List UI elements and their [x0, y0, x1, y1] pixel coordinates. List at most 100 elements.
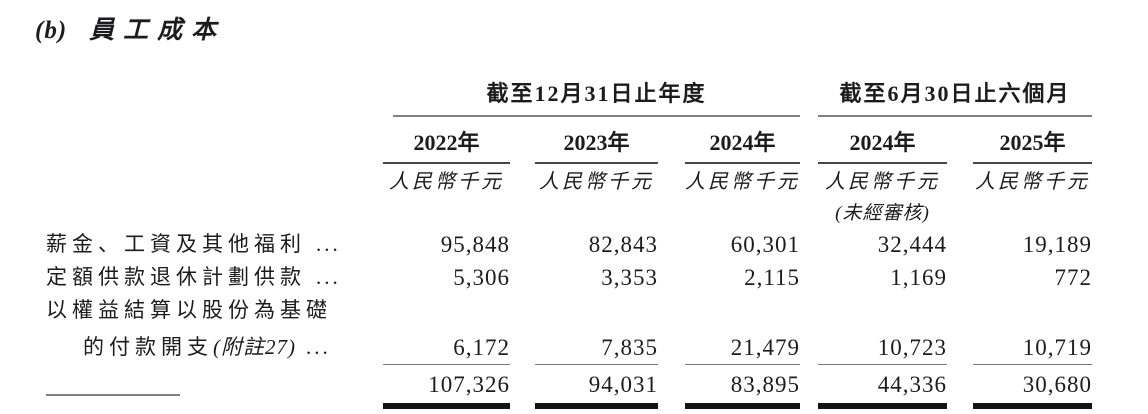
value-cell: 2,115 [658, 261, 800, 294]
value: 1,169 [890, 265, 947, 290]
value: 772 [1054, 265, 1093, 290]
value-cell: 32,444 [800, 228, 947, 261]
spacer-cell [947, 198, 1092, 228]
total-value: 30,680 [1022, 372, 1093, 397]
employee-cost-table: 截至12月31日止年度 截至6月30日止六個月 2022年 2023年 2024… [46, 76, 1093, 414]
value-cell: 6,172 [383, 327, 510, 364]
unit-row: 人民幣千元 人民幣千元 人民幣千元 人民幣千元 人民幣千元 [46, 164, 1092, 198]
footnote-separator-line [46, 394, 180, 396]
double-rule [685, 403, 800, 409]
value-cell: 1,169 [800, 261, 947, 294]
unaudited-note-cell: (未經審核) [800, 198, 947, 228]
table-row-share-based-line1: 以權益結算以股份為基礎 [46, 294, 1092, 327]
dot-leader: ... [316, 232, 341, 256]
row-label-cell: 以權益結算以股份為基礎 [46, 294, 383, 327]
value-cell: 21,479 [658, 327, 800, 364]
value: 21,479 [730, 335, 800, 360]
row-label-cell: 薪金、工資及其他福利... [46, 228, 383, 261]
row-label: 薪金、工資及其他福利 [46, 232, 306, 256]
unit-cell: 人民幣千元 [383, 164, 510, 198]
spacer-cell [658, 294, 800, 327]
value-cell: 5,306 [383, 261, 510, 294]
value: 7,835 [601, 335, 658, 360]
year-header: 2024年 [818, 117, 947, 164]
total-value: 107,326 [428, 372, 510, 397]
spacer-cell [510, 294, 658, 327]
value: 32,444 [877, 232, 947, 257]
row-label-cell: 的付款開支(附註27)... [46, 327, 383, 364]
dot-leader: ... [316, 265, 341, 289]
unit-cell: 人民幣千元 [658, 164, 800, 198]
total-block: 30,680 [973, 364, 1093, 409]
spacer-cell [383, 294, 510, 327]
total-block: 83,895 [685, 364, 800, 409]
value-cell: 82,843 [510, 228, 658, 261]
unaudited-note-row: (未經審核) [46, 198, 1092, 228]
double-rule [535, 403, 658, 409]
value: 2,115 [744, 265, 800, 290]
unit-label: 人民幣千元 [685, 171, 800, 193]
year-header: 2022年 [383, 117, 510, 164]
value: 10,719 [1022, 335, 1093, 360]
unit-cell: 人民幣千元 [947, 164, 1092, 198]
spacer-cell [46, 198, 383, 228]
unit-label: 人民幣千元 [389, 171, 504, 193]
year-header-row: 2022年 2023年 2024年 2024年 2025年 [46, 117, 1093, 164]
spacer-cell [383, 198, 510, 228]
year-2022-cell: 2022年 [383, 117, 510, 164]
unit-cell: 人民幣千元 [510, 164, 658, 198]
value-cell: 772 [947, 261, 1092, 294]
value-cell: 3,353 [510, 261, 658, 294]
unaudited-note: (未經審核) [835, 203, 930, 224]
spacer-cell [46, 164, 383, 198]
column-group-row: 截至12月31日止年度 截至6月30日止六個月 [46, 76, 1093, 117]
double-rule [973, 403, 1093, 409]
unit-label: 人民幣千元 [825, 171, 940, 193]
spacer-cell [510, 198, 658, 228]
total-value: 94,031 [588, 372, 658, 397]
value-cell: 7,835 [510, 327, 658, 364]
total-block: 107,326 [383, 364, 510, 409]
unit-cell: 人民幣千元 [800, 164, 947, 198]
total-cell: 44,336 [800, 364, 947, 414]
group-interim-header: 截至6月30日止六個月 [818, 76, 1093, 117]
double-rule [383, 403, 510, 409]
value: 3,353 [601, 265, 658, 290]
year-2024-interim-cell: 2024年 [800, 117, 947, 164]
section-heading: (b) 員工成本 [35, 10, 225, 46]
year-header: 2023年 [535, 117, 658, 164]
table-row-share-based-line2: 的付款開支(附註27)... 6,172 7,835 21,479 10,723… [46, 327, 1092, 364]
value: 6,172 [453, 335, 510, 360]
value: 5,306 [453, 265, 510, 290]
group-annual-cell: 截至12月31日止年度 [383, 76, 800, 117]
table-row-salaries: 薪金、工資及其他福利... 95,848 82,843 60,301 32,44… [46, 228, 1092, 261]
value-cell: 10,719 [947, 327, 1092, 364]
value-cell: 19,189 [947, 228, 1092, 261]
total-cell: 83,895 [658, 364, 800, 414]
total-block: 44,336 [818, 364, 947, 409]
row-label: 以權益結算以股份為基礎 [46, 298, 332, 322]
total-value: 44,336 [877, 372, 947, 397]
table-row-retirement: 定額供款退休計劃供款... 5,306 3,353 2,115 1,169 77… [46, 261, 1092, 294]
value: 82,843 [588, 232, 658, 257]
unit-label: 人民幣千元 [975, 171, 1090, 193]
year-2023-cell: 2023年 [510, 117, 658, 164]
double-rule [818, 403, 947, 409]
total-cell: 30,680 [947, 364, 1093, 414]
spacer-cell [46, 76, 383, 117]
value-cell: 60,301 [658, 228, 800, 261]
spacer-cell [46, 117, 383, 164]
row-label: 定額供款退休計劃供款 [46, 265, 306, 289]
table-row-total: 107,326 94,031 83,895 44,336 30,680 [46, 364, 1093, 414]
row-label-note: (附註27) [213, 335, 296, 359]
group-interim-cell: 截至6月30日止六個月 [800, 76, 1093, 117]
section-index: (b) [35, 17, 68, 44]
total-value: 83,895 [730, 372, 800, 397]
total-cell: 107,326 [383, 364, 510, 414]
year-2025-interim-cell: 2025年 [947, 117, 1093, 164]
spacer-cell [800, 294, 947, 327]
unit-label: 人民幣千元 [539, 171, 654, 193]
row-label-cell: 定額供款退休計劃供款... [46, 261, 383, 294]
value: 10,723 [877, 335, 947, 360]
value: 60,301 [730, 232, 800, 257]
